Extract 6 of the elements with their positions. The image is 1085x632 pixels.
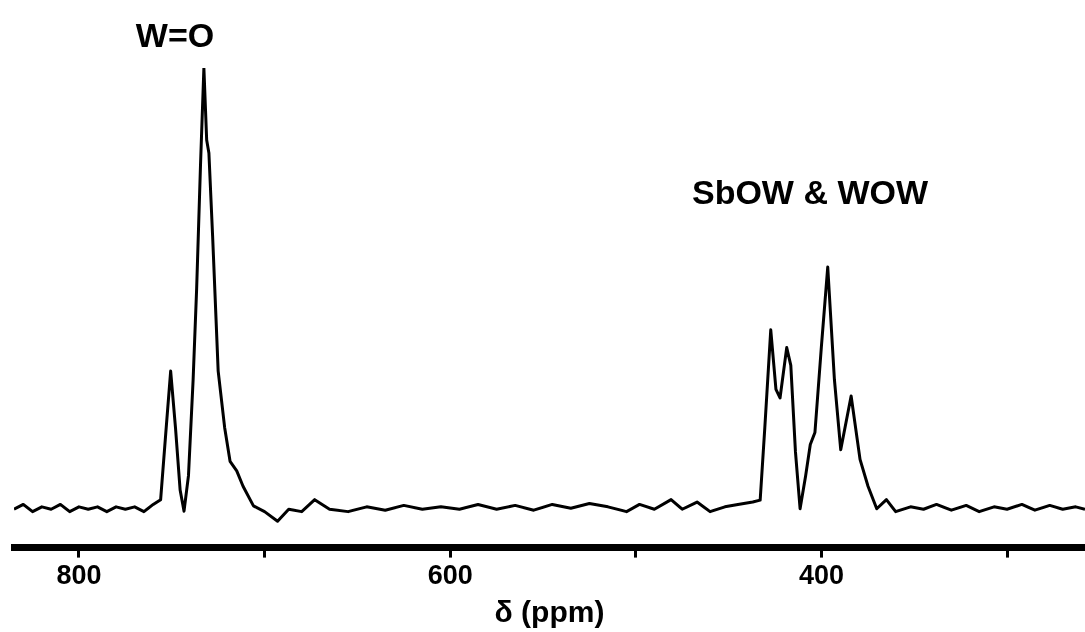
x-tick-label: 400	[798, 560, 844, 591]
text: W=O	[135, 16, 215, 55]
annotation: SbOW & WOW	[691, 173, 929, 212]
x-axis-title: δ (ppm)	[494, 595, 605, 629]
x-tick-label: 800	[56, 560, 102, 591]
x-tick-label: 600	[427, 560, 473, 591]
